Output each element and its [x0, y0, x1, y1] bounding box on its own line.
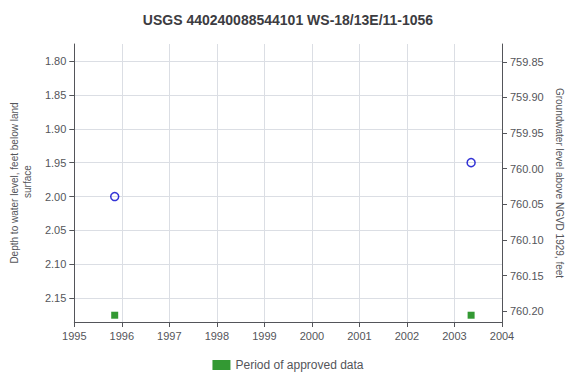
svg-text:759.95: 759.95	[510, 127, 544, 139]
svg-text:1995: 1995	[62, 330, 86, 342]
svg-text:USGS 440240088544101 WS-18/13E: USGS 440240088544101 WS-18/13E/11-1056	[143, 12, 434, 28]
svg-text:1997: 1997	[157, 330, 181, 342]
svg-text:Groundwater level above NGVD 1: Groundwater level above NGVD 1929, feet	[554, 88, 565, 278]
svg-text:Period of approved data: Period of approved data	[235, 358, 363, 372]
svg-text:759.85: 759.85	[510, 56, 544, 68]
svg-text:1999: 1999	[252, 330, 276, 342]
svg-text:1996: 1996	[110, 330, 134, 342]
svg-text:2.15: 2.15	[45, 292, 66, 304]
svg-text:760.00: 760.00	[510, 163, 544, 175]
svg-text:2.10: 2.10	[45, 258, 66, 270]
svg-text:1.85: 1.85	[45, 89, 66, 101]
svg-text:2002: 2002	[395, 330, 419, 342]
svg-text:2003: 2003	[442, 330, 466, 342]
svg-text:2000: 2000	[300, 330, 324, 342]
svg-text:1.80: 1.80	[45, 55, 66, 67]
svg-text:surface: surface	[22, 165, 33, 201]
svg-text:760.05: 760.05	[510, 198, 544, 210]
svg-text:2.05: 2.05	[45, 224, 66, 236]
svg-text:1.90: 1.90	[45, 123, 66, 135]
svg-text:759.90: 759.90	[510, 91, 544, 103]
svg-text:2.00: 2.00	[45, 191, 66, 203]
svg-text:760.20: 760.20	[510, 305, 544, 317]
svg-text:760.10: 760.10	[510, 234, 544, 246]
svg-text:760.15: 760.15	[510, 270, 544, 282]
svg-text:1998: 1998	[205, 330, 229, 342]
svg-text:Depth to water level, feet bel: Depth to water level, feet below land	[9, 102, 20, 263]
svg-text:2001: 2001	[347, 330, 371, 342]
svg-text:2004: 2004	[490, 330, 514, 342]
svg-text:1.95: 1.95	[45, 157, 66, 169]
